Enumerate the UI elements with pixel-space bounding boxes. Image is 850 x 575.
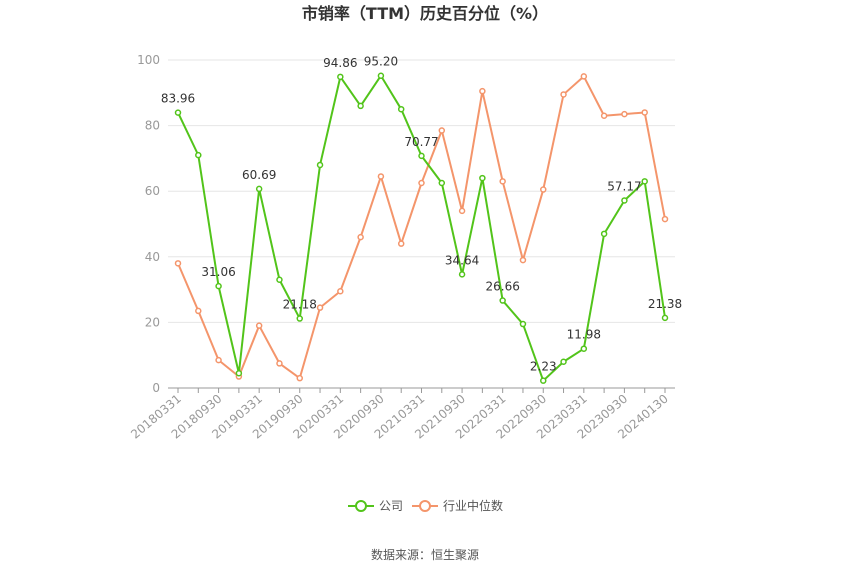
data-point <box>641 178 648 185</box>
data-label: 21.38 <box>648 297 682 311</box>
data-point <box>255 322 263 329</box>
data-point <box>438 127 446 134</box>
data-point <box>438 179 446 187</box>
data-label: 31.06 <box>201 265 235 279</box>
legend-marker-industry-median <box>419 500 431 512</box>
data-point <box>540 377 547 384</box>
data-point <box>276 360 283 367</box>
data-point <box>580 73 588 80</box>
data-label: 94.86 <box>323 56 357 70</box>
data-point <box>519 256 527 264</box>
data-point <box>580 345 588 352</box>
data-point <box>397 105 405 113</box>
data-point <box>519 320 527 328</box>
data-label: 60.69 <box>242 168 276 182</box>
legend-label-company: 公司 <box>379 499 403 513</box>
axes <box>168 387 675 393</box>
data-point <box>296 374 303 382</box>
y-tick-label: 100 <box>137 53 160 67</box>
data-point <box>255 185 263 193</box>
data-point <box>337 287 344 295</box>
data-point <box>357 233 364 241</box>
data-point <box>560 358 567 366</box>
grid-lines <box>168 59 675 323</box>
legend-item-company[interactable]: 公司 <box>348 499 403 513</box>
data-point <box>235 369 243 377</box>
data-point <box>195 151 202 159</box>
data-label: 34.64 <box>445 253 479 267</box>
x-tick-labels: 2018033120180930201903312019093020200331… <box>128 392 671 442</box>
data-point <box>499 178 506 185</box>
y-tick-label: 80 <box>145 119 160 133</box>
data-point <box>600 230 608 238</box>
data-point <box>499 297 506 304</box>
data-point <box>215 282 222 290</box>
data-point <box>418 152 425 160</box>
data-point <box>479 174 486 182</box>
source-text: 数据来源：恒生聚源 <box>371 547 479 562</box>
data-point <box>316 161 324 169</box>
y-tick-labels: 0 20 40 60 80 100 <box>137 53 160 395</box>
y-tick-label: 20 <box>145 315 160 329</box>
data-point <box>641 109 648 116</box>
data-label: 70.77 <box>404 135 438 149</box>
data-point <box>195 307 202 315</box>
data-point <box>661 215 669 223</box>
y-tick-label: 0 <box>152 381 160 395</box>
data-label: 11.98 <box>567 328 601 342</box>
data-point <box>479 87 486 95</box>
data-point <box>296 315 303 322</box>
data-point <box>560 91 567 98</box>
legend-item-industry-median[interactable]: 行业中位数 <box>412 498 503 513</box>
data-point <box>458 207 466 215</box>
data-point <box>377 173 385 180</box>
series-points <box>174 72 669 384</box>
data-label: 21.18 <box>283 298 317 312</box>
data-point <box>357 102 364 110</box>
data-point <box>174 109 182 116</box>
data-label: 95.20 <box>364 55 398 69</box>
data-point <box>397 240 405 247</box>
data-label: 57.17 <box>607 179 641 193</box>
data-point <box>377 72 385 79</box>
data-labels: 83.96 31.06 60.69 21.18 94.86 95.20 70.77 34.64… <box>161 55 682 374</box>
legend-marker-company <box>355 500 367 512</box>
data-label: 26.66 <box>485 280 519 294</box>
data-point <box>316 304 324 311</box>
data-point <box>174 260 182 267</box>
data-label: 83.96 <box>161 92 195 106</box>
data-point <box>418 179 425 187</box>
data-point <box>215 356 222 364</box>
data-point <box>337 73 344 81</box>
legend: 公司 行业中位数 <box>348 498 503 513</box>
chart-title: 市销率（TTM）历史百分位（%） <box>302 4 548 23</box>
data-point <box>661 314 669 322</box>
data-point <box>276 276 283 284</box>
data-point <box>458 271 466 278</box>
data-point <box>540 186 547 193</box>
data-point <box>621 110 628 118</box>
data-point <box>621 197 628 204</box>
data-point <box>600 112 608 120</box>
y-tick-label: 40 <box>145 250 160 264</box>
data-label: 2.23 <box>530 360 557 374</box>
legend-label-industry-median: 行业中位数 <box>443 498 503 513</box>
y-tick-label: 60 <box>145 184 160 198</box>
